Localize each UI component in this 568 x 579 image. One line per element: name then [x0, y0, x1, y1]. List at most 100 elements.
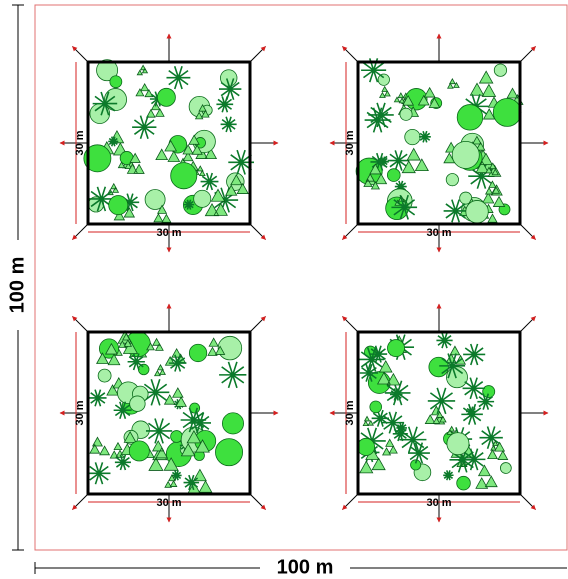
palm — [408, 442, 430, 464]
shrub — [451, 140, 480, 169]
palm — [183, 199, 195, 210]
direction-arrow — [249, 46, 266, 63]
tree — [432, 411, 447, 424]
plot: 30 m 30 m — [329, 33, 549, 253]
tree — [96, 342, 121, 366]
shrub — [188, 343, 208, 363]
direction-arrow — [342, 223, 359, 240]
tree — [376, 359, 401, 386]
shrub — [193, 189, 212, 208]
shrub — [96, 59, 119, 82]
tree — [153, 204, 172, 223]
tree — [485, 162, 500, 176]
palm — [220, 116, 237, 133]
plot: 30 m 30 m — [329, 303, 549, 523]
shrub — [156, 87, 176, 107]
palm — [89, 389, 107, 407]
palm — [361, 58, 387, 83]
tree — [225, 174, 249, 196]
palm — [436, 332, 453, 349]
direction-arrow — [342, 46, 359, 63]
direction-arrow — [72, 493, 89, 510]
shrub — [221, 412, 244, 435]
palm — [368, 102, 394, 128]
palm — [114, 454, 131, 471]
palm — [183, 474, 200, 491]
tree — [135, 83, 154, 98]
shrub — [446, 432, 470, 456]
tree — [182, 134, 203, 155]
tree — [379, 85, 391, 98]
shrub — [138, 363, 150, 376]
direction-arrow — [249, 223, 266, 240]
tree — [126, 152, 145, 174]
direction-arrow — [72, 46, 89, 63]
direction-arrow — [72, 223, 89, 240]
palm — [180, 407, 207, 433]
palm — [477, 393, 495, 410]
tree — [393, 92, 406, 104]
plot-height-label: 30 m — [344, 130, 356, 155]
plots: 30 m 30 m 30 m 30 m 30 m 30 m 30 m 30 m — [59, 33, 549, 523]
palm — [462, 448, 486, 471]
tree — [155, 139, 181, 162]
shrub — [144, 189, 166, 210]
shrub — [129, 395, 146, 412]
plot-boundary — [356, 60, 522, 226]
shrub — [399, 107, 413, 121]
palm — [87, 462, 111, 485]
shrub — [108, 195, 129, 216]
palm — [200, 172, 219, 191]
palm — [384, 380, 411, 406]
shrub — [104, 88, 127, 111]
palm — [145, 418, 173, 444]
shrub — [499, 462, 512, 474]
shrub — [465, 200, 489, 224]
direction-arrow — [519, 46, 536, 63]
tree — [164, 474, 178, 488]
tree — [362, 415, 374, 427]
plot-height-label: 30 m — [74, 400, 86, 425]
shrub — [170, 162, 198, 190]
direction-arrow — [519, 316, 536, 333]
direction-arrow — [342, 493, 359, 510]
shrub — [97, 368, 112, 383]
plot: 30 m 30 m — [59, 303, 279, 523]
shrub — [83, 144, 112, 173]
palm — [92, 91, 118, 116]
shrub — [456, 104, 484, 131]
palm — [387, 150, 410, 171]
shrub — [492, 98, 522, 127]
tree — [401, 147, 429, 174]
palm — [399, 426, 427, 453]
tree — [194, 103, 210, 120]
direction-arrow — [249, 493, 266, 510]
shrub — [404, 128, 421, 146]
palm — [391, 194, 418, 220]
palm — [219, 361, 247, 389]
shrub — [386, 168, 401, 182]
palm — [463, 343, 486, 366]
palm — [168, 354, 187, 372]
palm — [216, 96, 234, 113]
tree — [481, 184, 506, 207]
plot-height-label: 30 m — [74, 130, 86, 155]
direction-arrow — [519, 493, 536, 510]
palm — [462, 377, 485, 400]
tree — [486, 441, 509, 460]
tree — [475, 464, 498, 489]
palm — [171, 470, 182, 481]
palm — [359, 364, 379, 382]
palm — [419, 130, 431, 143]
tree — [109, 441, 125, 459]
width-label: 100 m — [277, 556, 334, 578]
tree — [469, 70, 497, 97]
tree — [207, 337, 226, 356]
tree — [180, 429, 210, 457]
shrub — [217, 335, 243, 361]
tree — [146, 337, 164, 351]
palm — [427, 387, 456, 415]
plot: 30 m 30 m — [59, 33, 279, 253]
shrub — [170, 430, 183, 443]
